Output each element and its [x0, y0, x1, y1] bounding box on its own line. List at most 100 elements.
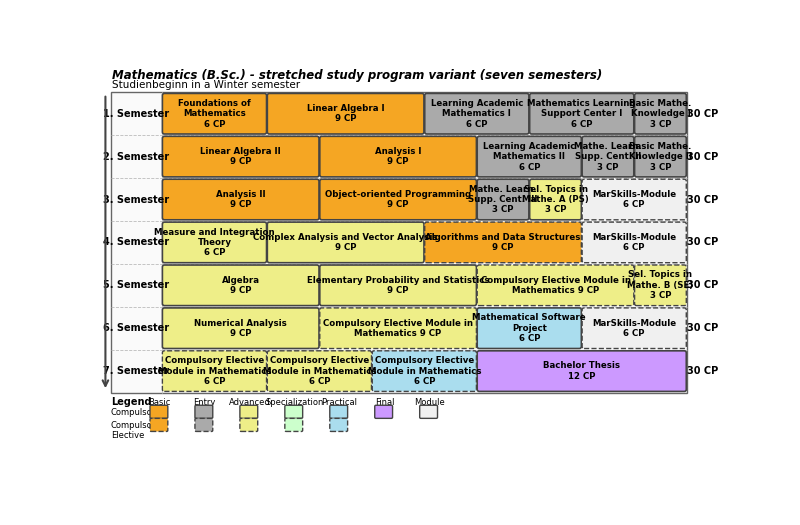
FancyBboxPatch shape — [285, 418, 302, 432]
Text: Learning Academic
Mathematics I
6 CP: Learning Academic Mathematics I 6 CP — [430, 99, 523, 129]
FancyBboxPatch shape — [162, 265, 319, 306]
FancyBboxPatch shape — [420, 405, 438, 418]
Text: Compulsory Elective Module in
Mathematics 9 CP: Compulsory Elective Module in Mathematic… — [323, 319, 473, 338]
FancyBboxPatch shape — [477, 308, 582, 349]
FancyBboxPatch shape — [582, 222, 686, 262]
Text: 3. Semester: 3. Semester — [103, 194, 170, 205]
FancyBboxPatch shape — [162, 179, 319, 220]
Text: Compulsory Elective
Module in Mathematics
6 CP: Compulsory Elective Module in Mathematic… — [262, 356, 376, 386]
FancyBboxPatch shape — [267, 93, 424, 134]
Bar — [111, 92, 686, 393]
Text: Compulsory: Compulsory — [111, 408, 161, 417]
Text: Sel. Topics in
Mathe. A (PS)
3 CP: Sel. Topics in Mathe. A (PS) 3 CP — [522, 185, 589, 214]
Text: Algebra
9 CP: Algebra 9 CP — [222, 276, 260, 295]
Text: Learning Academic
Mathematics II
6 CP: Learning Academic Mathematics II 6 CP — [483, 142, 575, 172]
Text: MarSkills-Module
6 CP: MarSkills-Module 6 CP — [592, 319, 676, 338]
Text: Studienbeginn in a Winter semester: Studienbeginn in a Winter semester — [112, 80, 300, 90]
Text: Complex Analysis and Vector Analysis
9 CP: Complex Analysis and Vector Analysis 9 C… — [254, 233, 438, 252]
FancyBboxPatch shape — [320, 179, 477, 220]
FancyBboxPatch shape — [477, 179, 529, 220]
Text: 30 CP: 30 CP — [687, 366, 718, 376]
Text: 30 CP: 30 CP — [687, 194, 718, 205]
FancyBboxPatch shape — [267, 351, 371, 392]
FancyBboxPatch shape — [320, 265, 477, 306]
Text: 30 CP: 30 CP — [687, 237, 718, 247]
Text: Analysis I
9 CP: Analysis I 9 CP — [375, 147, 422, 166]
FancyBboxPatch shape — [582, 179, 686, 220]
FancyBboxPatch shape — [374, 405, 393, 418]
FancyBboxPatch shape — [582, 308, 686, 349]
FancyBboxPatch shape — [477, 351, 686, 392]
Text: Foundations of
Mathematics
6 CP: Foundations of Mathematics 6 CP — [178, 99, 251, 129]
FancyBboxPatch shape — [634, 136, 686, 177]
FancyBboxPatch shape — [477, 265, 634, 306]
FancyBboxPatch shape — [330, 418, 348, 432]
FancyBboxPatch shape — [330, 405, 348, 418]
Text: Compulsory Elective
Module in Mathematics
6 CP: Compulsory Elective Module in Mathematic… — [367, 356, 481, 386]
Text: Object-oriented Programming
9 CP: Object-oriented Programming 9 CP — [325, 190, 471, 209]
Text: Linear Algebra I
9 CP: Linear Algebra I 9 CP — [307, 104, 385, 123]
Text: 30 CP: 30 CP — [687, 323, 718, 333]
Text: Analysis II
9 CP: Analysis II 9 CP — [216, 190, 266, 209]
Text: 5. Semester: 5. Semester — [103, 280, 170, 290]
FancyBboxPatch shape — [240, 405, 258, 418]
Text: Legend: Legend — [111, 397, 151, 407]
FancyBboxPatch shape — [477, 136, 582, 177]
FancyBboxPatch shape — [162, 136, 319, 177]
FancyBboxPatch shape — [582, 136, 634, 177]
Text: Practical: Practical — [322, 398, 358, 407]
Text: MarSkills-Module
6 CP: MarSkills-Module 6 CP — [592, 190, 676, 209]
Text: 30 CP: 30 CP — [687, 280, 718, 290]
Text: Basic Mathe.
Knowledge I
3 CP: Basic Mathe. Knowledge I 3 CP — [630, 99, 692, 129]
Text: Entry: Entry — [194, 398, 216, 407]
Text: Bachelor Thesis
12 CP: Bachelor Thesis 12 CP — [543, 361, 620, 381]
FancyBboxPatch shape — [285, 405, 302, 418]
Text: Linear Algebra II
9 CP: Linear Algebra II 9 CP — [200, 147, 281, 166]
FancyBboxPatch shape — [530, 93, 634, 134]
FancyBboxPatch shape — [162, 93, 266, 134]
Text: Numerical Analysis
9 CP: Numerical Analysis 9 CP — [194, 319, 287, 338]
FancyBboxPatch shape — [320, 136, 477, 177]
Text: 6. Semester: 6. Semester — [103, 323, 170, 333]
FancyBboxPatch shape — [195, 418, 213, 432]
FancyBboxPatch shape — [150, 405, 168, 418]
Text: Elementary Probability and Statistics
9 CP: Elementary Probability and Statistics 9 … — [307, 276, 490, 295]
Text: Basic: Basic — [149, 398, 171, 407]
FancyBboxPatch shape — [634, 265, 686, 306]
Text: Compulsory
Elective: Compulsory Elective — [111, 421, 161, 440]
Text: Mathematics Learning
Support Center I
6 CP: Mathematics Learning Support Center I 6 … — [527, 99, 636, 129]
Text: Compulsory Elective
Module in Mathematics
6 CP: Compulsory Elective Module in Mathematic… — [158, 356, 271, 386]
FancyBboxPatch shape — [267, 222, 424, 262]
Text: Mathe. Learn.
Supp. Cent. II
3 CP: Mathe. Learn. Supp. Cent. II 3 CP — [574, 142, 642, 172]
FancyBboxPatch shape — [634, 93, 686, 134]
FancyBboxPatch shape — [162, 308, 319, 349]
Text: Sel. Topics in
Mathe. B (SE)
3 CP: Sel. Topics in Mathe. B (SE) 3 CP — [627, 270, 694, 300]
FancyBboxPatch shape — [240, 418, 258, 432]
Text: 2. Semester: 2. Semester — [103, 152, 170, 162]
Text: 4. Semester: 4. Semester — [103, 237, 170, 247]
FancyBboxPatch shape — [195, 405, 213, 418]
FancyBboxPatch shape — [150, 418, 168, 432]
Text: Module: Module — [414, 398, 445, 407]
Text: 30 CP: 30 CP — [687, 109, 718, 119]
Text: Mathematical Software
Project
6 CP: Mathematical Software Project 6 CP — [473, 313, 586, 343]
Text: Algorithms and Data Structures
9 CP: Algorithms and Data Structures 9 CP — [426, 233, 581, 252]
Text: Measure and Integration
Theory
6 CP: Measure and Integration Theory 6 CP — [154, 227, 274, 257]
Text: Basic Mathe.
Knowledge II
3 CP: Basic Mathe. Knowledge II 3 CP — [629, 142, 692, 172]
FancyBboxPatch shape — [162, 222, 266, 262]
Text: Mathematics (B.Sc.) - stretched study program variant (seven semesters): Mathematics (B.Sc.) - stretched study pr… — [112, 69, 602, 82]
FancyBboxPatch shape — [162, 351, 266, 392]
Text: Specialization: Specialization — [266, 398, 324, 407]
FancyBboxPatch shape — [425, 93, 529, 134]
FancyBboxPatch shape — [530, 179, 582, 220]
FancyBboxPatch shape — [425, 222, 582, 262]
Text: Final: Final — [374, 398, 394, 407]
Text: Advanced: Advanced — [229, 398, 270, 407]
Text: Mathe. Learn.
Supp. Cent. III
3 CP: Mathe. Learn. Supp. Cent. III 3 CP — [468, 185, 538, 214]
Text: MarSkills-Module
6 CP: MarSkills-Module 6 CP — [592, 233, 676, 252]
FancyBboxPatch shape — [320, 308, 477, 349]
Text: Compulsory Elective Module in
Mathematics 9 CP: Compulsory Elective Module in Mathematic… — [481, 276, 630, 295]
Text: 30 CP: 30 CP — [687, 152, 718, 162]
Text: 7. Semester: 7. Semester — [103, 366, 170, 376]
FancyBboxPatch shape — [372, 351, 477, 392]
